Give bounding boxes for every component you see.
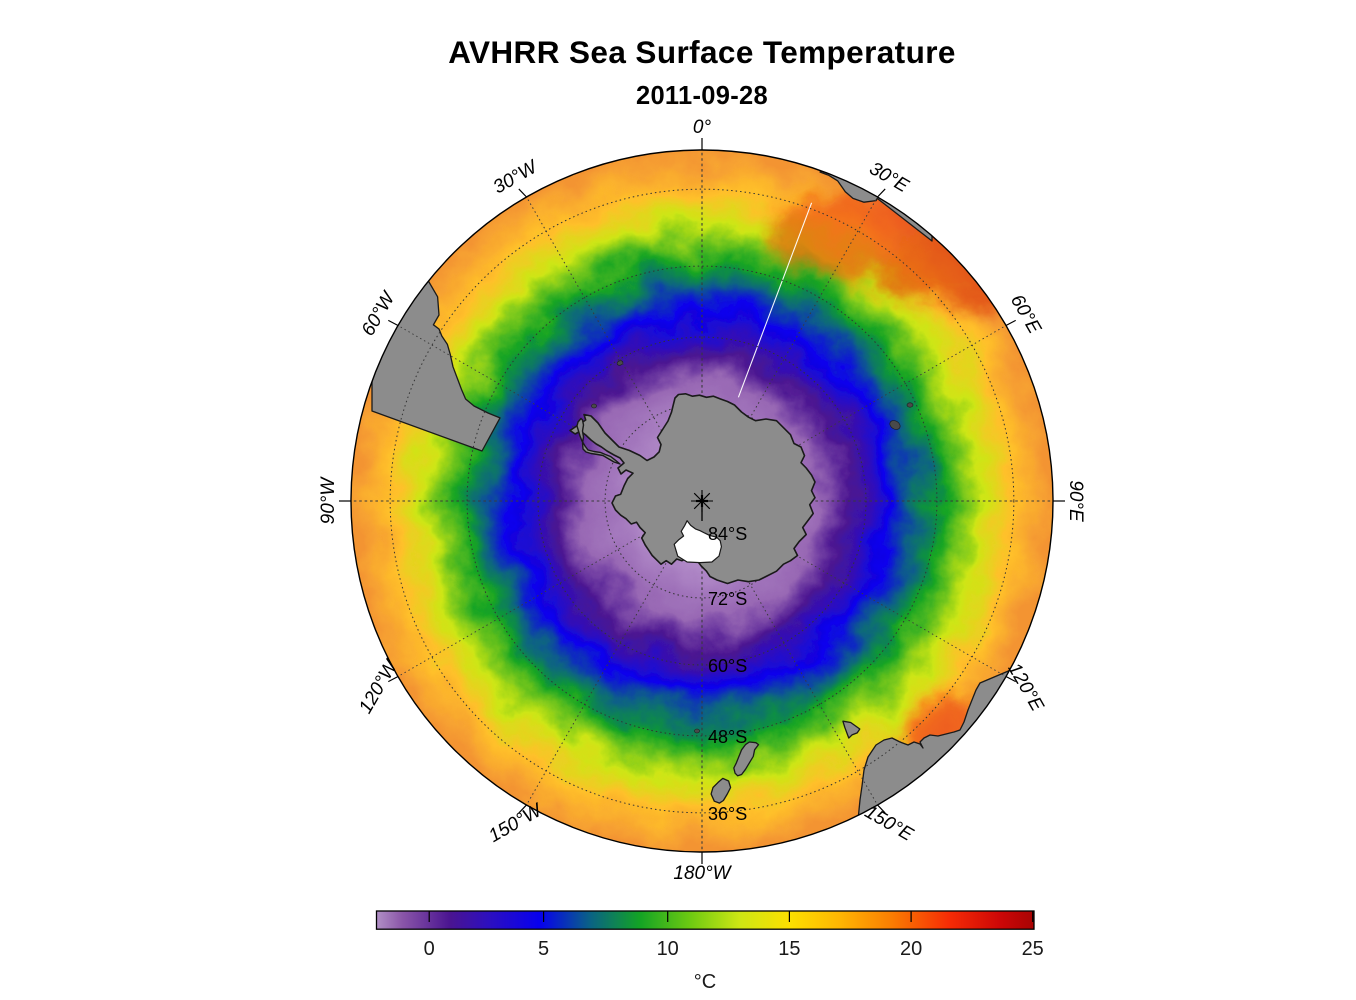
svg-text:180°W: 180°W xyxy=(673,863,732,884)
svg-text:0: 0 xyxy=(424,938,435,960)
svg-text:36°S: 36°S xyxy=(708,804,747,824)
svg-text:84°S: 84°S xyxy=(708,524,747,544)
svg-text:72°S: 72°S xyxy=(708,589,747,609)
svg-text:°C: °C xyxy=(694,971,716,993)
svg-text:90°E: 90°E xyxy=(1065,480,1086,522)
svg-text:10: 10 xyxy=(657,938,679,960)
svg-text:120°W: 120°W xyxy=(355,655,403,717)
svg-text:60°S: 60°S xyxy=(708,656,747,676)
svg-text:0°: 0° xyxy=(693,117,712,138)
svg-text:5: 5 xyxy=(538,938,549,960)
svg-text:30°E: 30°E xyxy=(866,158,913,197)
svg-text:20: 20 xyxy=(900,938,922,960)
svg-text:60°E: 60°E xyxy=(1006,291,1045,338)
svg-text:48°S: 48°S xyxy=(708,727,747,747)
svg-text:150°W: 150°W xyxy=(485,799,547,847)
svg-text:120°E: 120°E xyxy=(1003,659,1047,715)
svg-text:150°E: 150°E xyxy=(861,801,917,845)
svg-text:15: 15 xyxy=(778,938,800,960)
svg-text:90°W: 90°W xyxy=(318,476,339,525)
svg-text:25: 25 xyxy=(1022,938,1044,960)
